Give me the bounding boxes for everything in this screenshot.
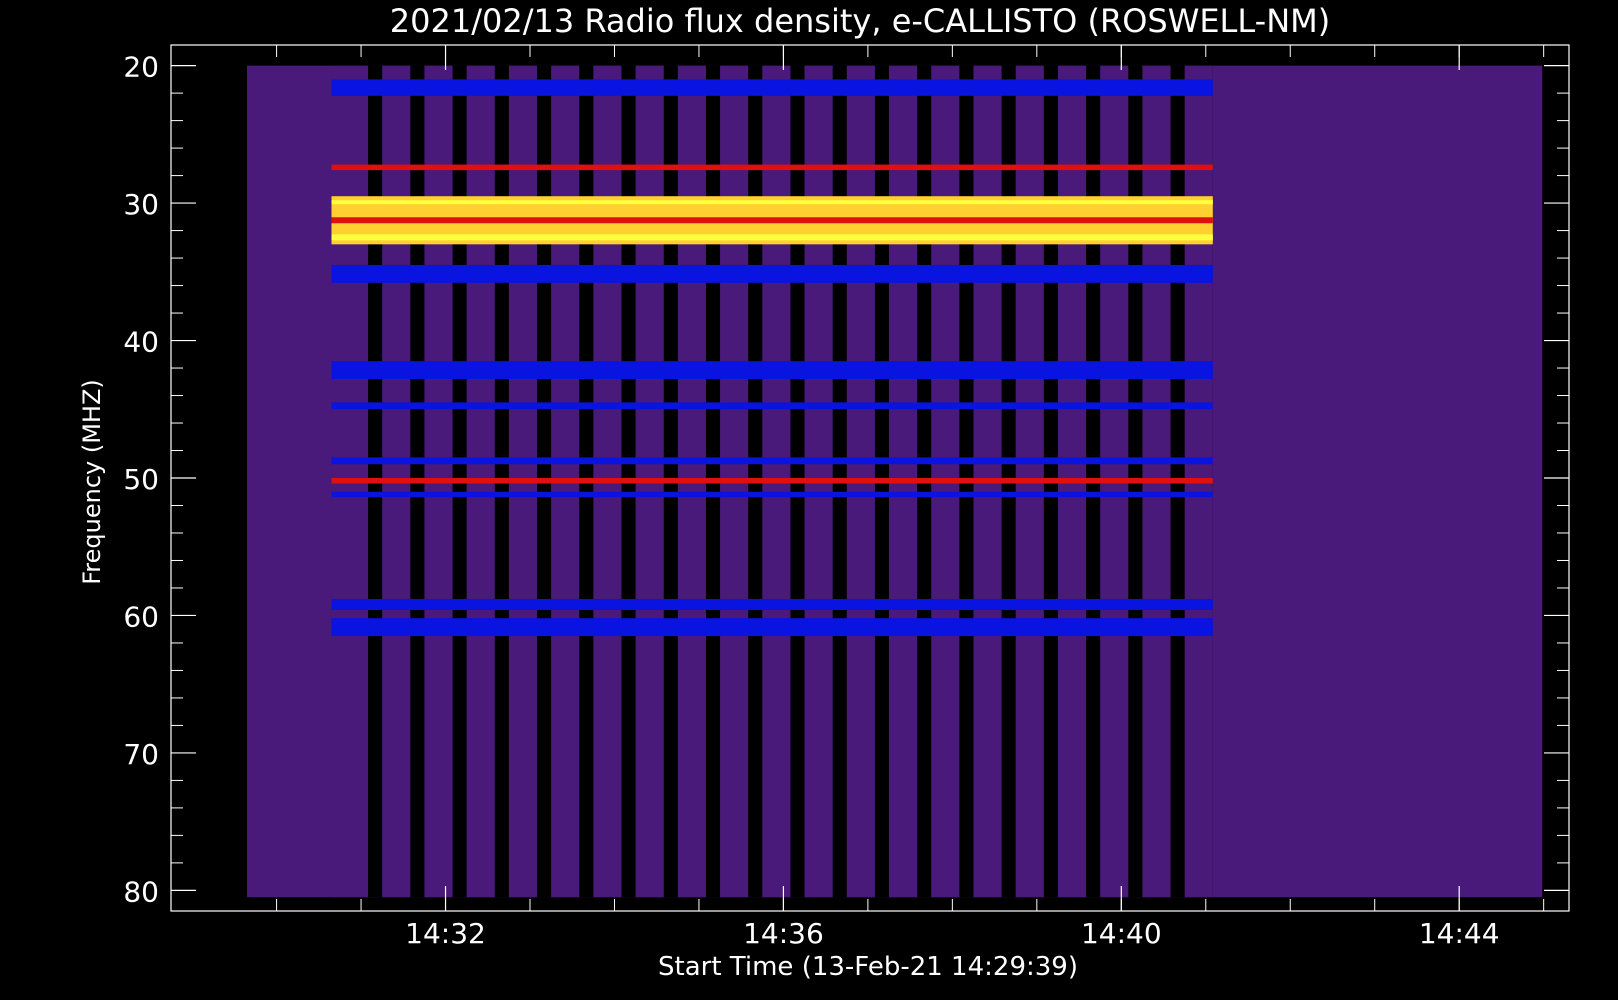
y-tick-label: 70 [123,738,159,771]
x-tick-label: 14:36 [743,917,824,950]
chart-title: 2021/02/13 Radio flux density, e-CALLIST… [390,2,1330,40]
band-10 [331,598,1213,610]
band-2 [331,164,1213,171]
band-3-core [331,217,1213,224]
y-tick-label: 30 [123,188,159,221]
y-axis-label: Frequency (MHZ) [78,379,106,585]
band-4 [331,264,1213,283]
x-tick-label: 14:40 [1081,917,1162,950]
band-5 [331,361,1213,380]
y-tick-label: 60 [123,600,159,633]
heatmap-area [247,65,1543,898]
band-3-lower [331,234,1213,241]
y-tick-label: 40 [123,326,159,359]
band-8 [331,478,1213,484]
band-9 [331,491,1213,498]
band-6 [331,402,1213,410]
y-tick-label: 20 [123,51,159,84]
y-tick-label: 80 [123,875,159,908]
y-tick-label: 50 [123,463,159,496]
x-axis: 14:32 14:36 14:40 14:44 [276,45,1545,950]
band-7 [331,457,1213,465]
band-1 [331,79,1213,96]
x-tick-label: 14:44 [1419,917,1500,950]
band-3-upper [331,200,1213,205]
x-axis-label: Start Time (13-Feb-21 14:29:39) [658,952,1078,982]
x-tick-label: 14:32 [405,917,486,950]
band-11 [331,618,1213,637]
y-axis: 20 30 40 50 60 70 80 [123,51,1569,908]
